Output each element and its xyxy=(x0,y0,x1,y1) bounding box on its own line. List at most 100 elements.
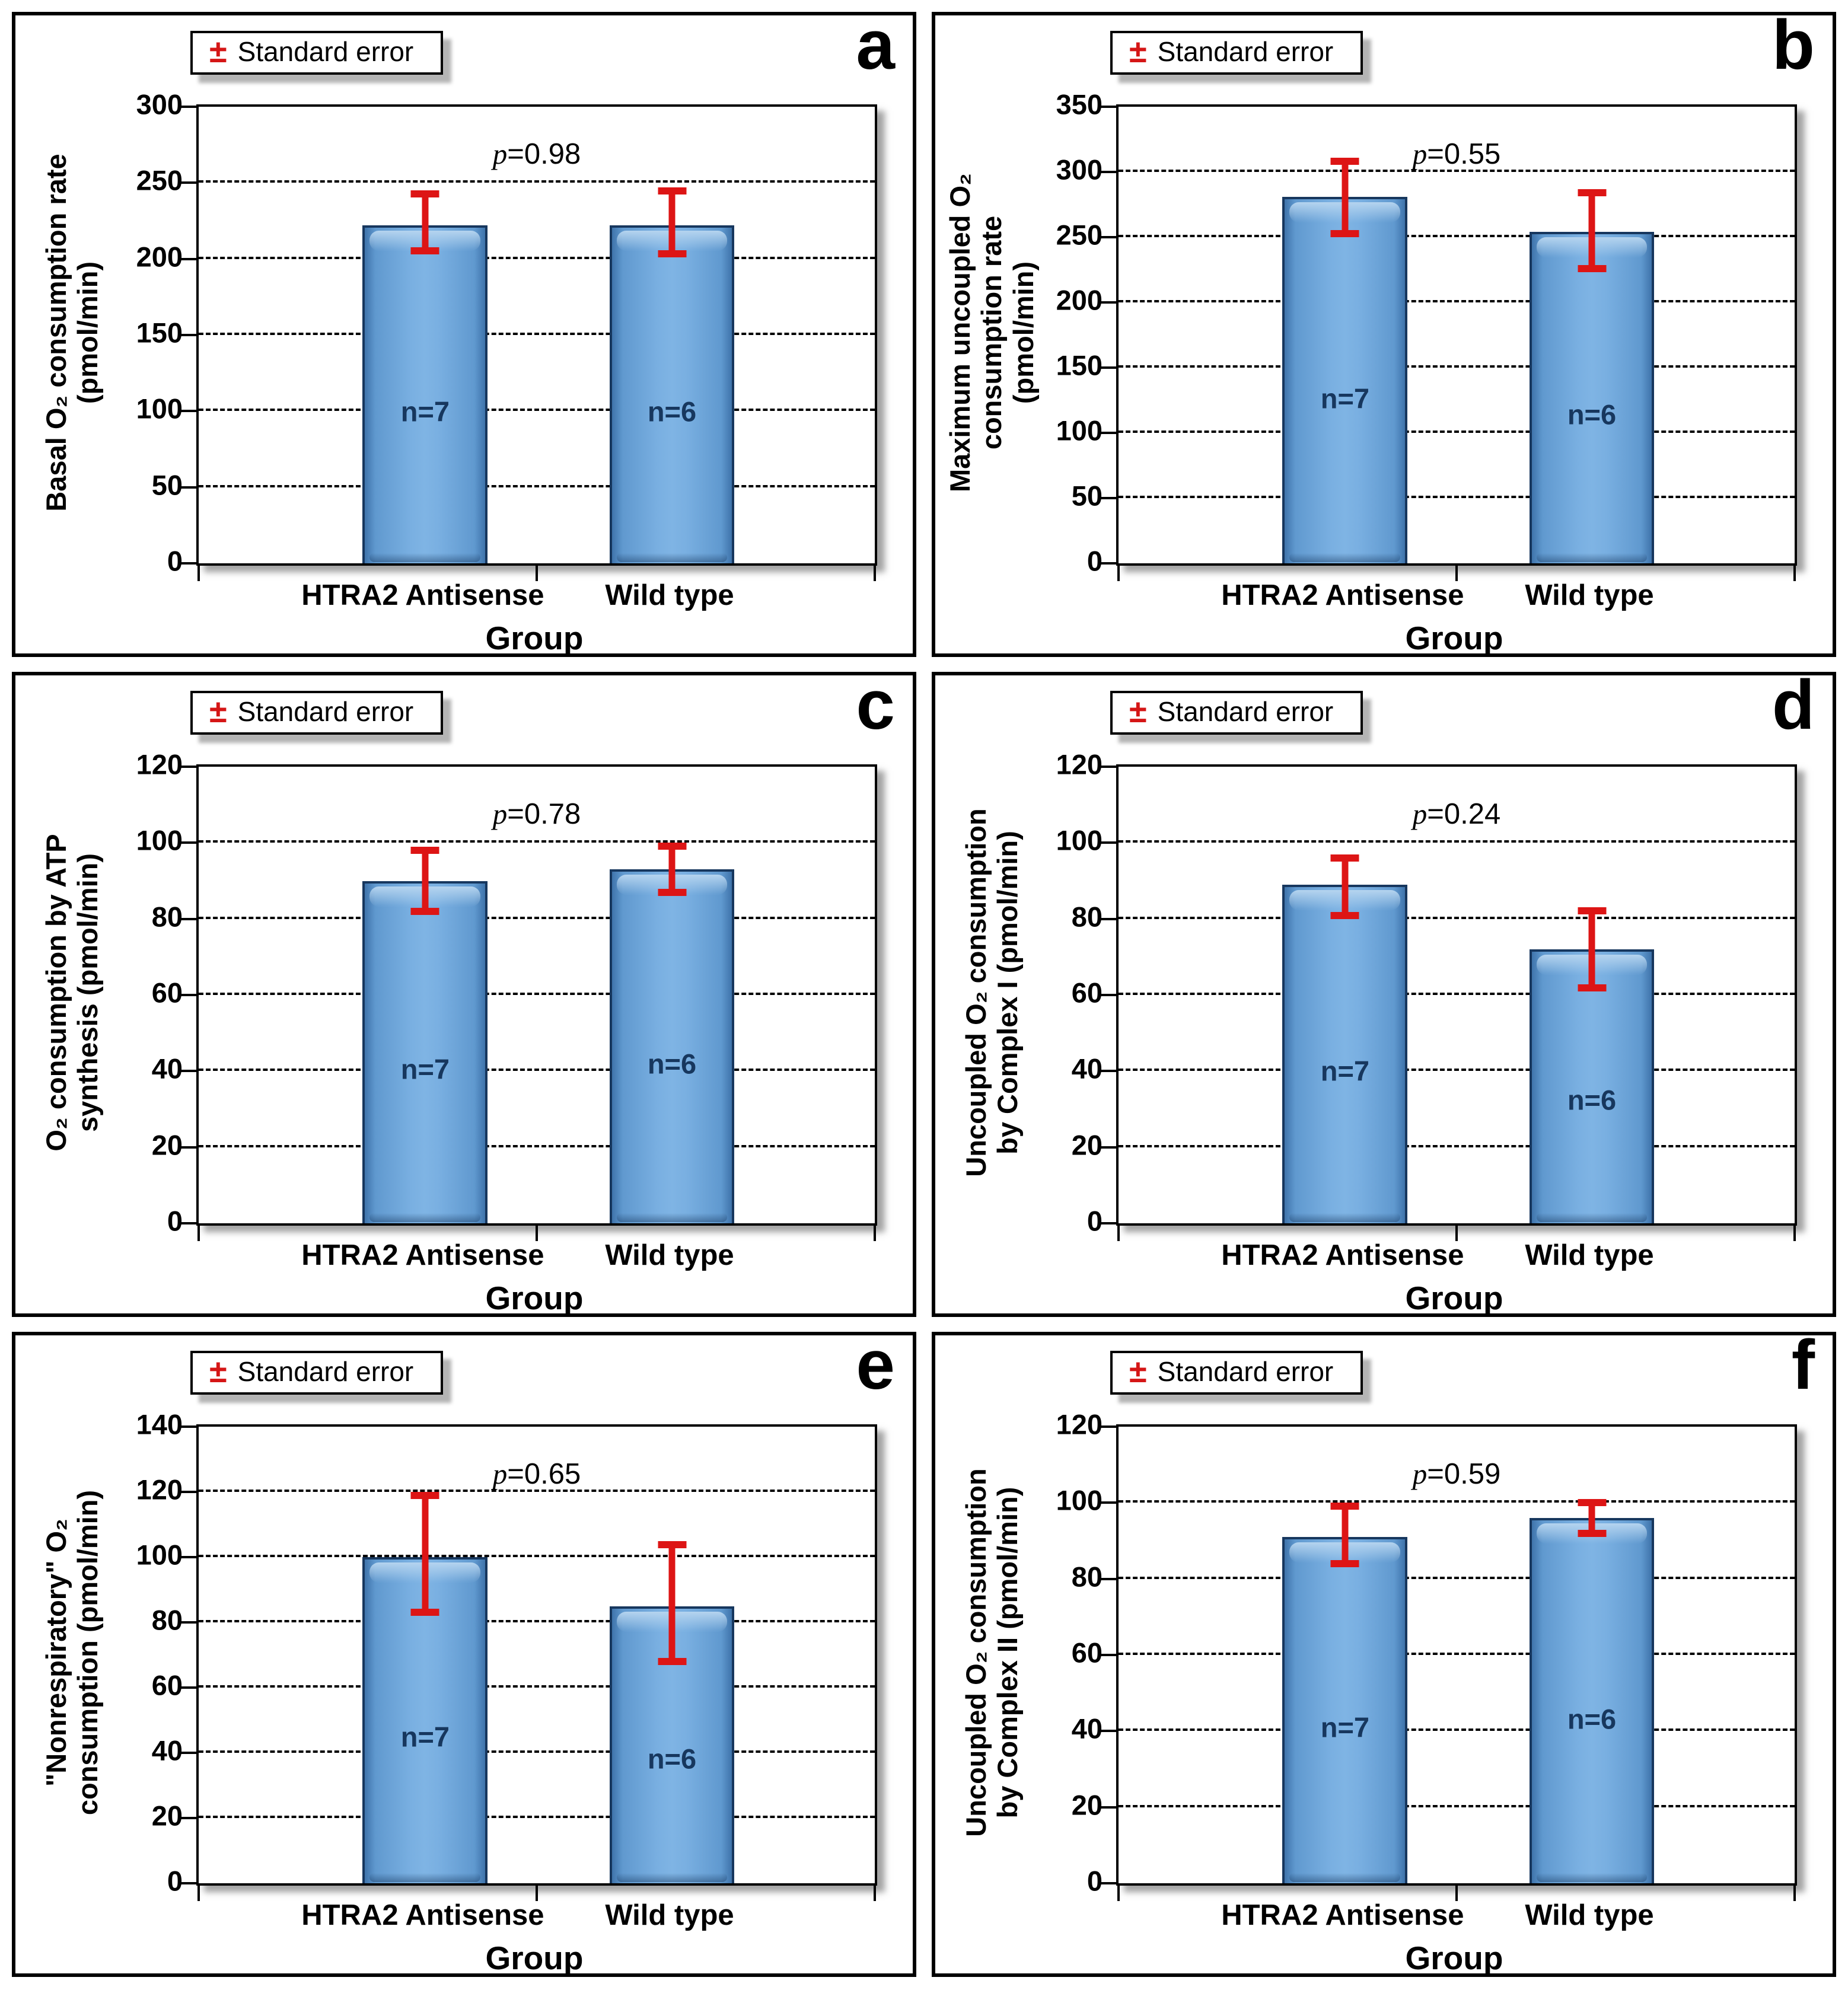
panel-a: ± Standard error a Basal O₂ consumption rat… xyxy=(12,12,916,657)
y-tick-label: 80 xyxy=(151,1604,183,1636)
y-axis-tick-mark xyxy=(1098,917,1116,920)
n-label: n=7 xyxy=(1320,1711,1370,1743)
panel-letter: c xyxy=(856,672,895,744)
plot-area: n=7 n=6 p=0.24 xyxy=(1098,764,1797,1241)
gridline xyxy=(1119,496,1795,498)
y-tick-label: 0 xyxy=(167,1205,183,1237)
y-axis-tick-mark xyxy=(179,257,196,260)
x-axis-title: Group xyxy=(485,620,584,656)
y-tick-label: 40 xyxy=(151,1053,183,1085)
x-axis-title: Group xyxy=(1405,620,1503,656)
y-axis-tick-labels: 0 20 40 60 80 100 120 xyxy=(1030,1411,1103,1895)
p-value-label: p=0.65 xyxy=(492,1457,581,1490)
y-axis-tick-mark xyxy=(1098,1882,1116,1884)
y-tick-label: 80 xyxy=(1071,901,1103,933)
gridline xyxy=(1119,235,1795,237)
error-bar xyxy=(422,1492,429,1616)
y-axis-title-line: synthesis (pmol/min) xyxy=(72,853,103,1133)
legend-label: Standard error xyxy=(1157,696,1334,727)
y-axis-tick-mark xyxy=(179,334,196,336)
y-axis-tick-mark xyxy=(1098,1070,1116,1073)
plus-minus-error-icon: ± xyxy=(1129,694,1147,729)
gridline xyxy=(199,484,875,487)
y-axis-tick-mark xyxy=(1098,1654,1116,1656)
gridline xyxy=(199,256,875,259)
bar-htra2-antisense xyxy=(362,881,488,1223)
bar-htra2-antisense xyxy=(362,225,488,563)
gridline xyxy=(199,993,875,995)
bar-wild-type xyxy=(1529,232,1655,563)
y-tick-label: 40 xyxy=(1071,1053,1103,1085)
y-axis-title-line: (pmol/min) xyxy=(72,261,103,404)
gridline xyxy=(199,1144,875,1147)
y-axis-title: O₂ consumption by ATP synthesis (pmol/min… xyxy=(19,764,125,1221)
error-bar xyxy=(1342,157,1349,237)
gridline xyxy=(1119,430,1795,433)
panel-b: ± Standard error b Maximum uncoupled O₂ cons… xyxy=(932,12,1836,657)
panel-letter: d xyxy=(1771,672,1815,744)
y-tick-label: 50 xyxy=(151,469,183,501)
y-tick-label: 100 xyxy=(136,824,183,856)
y-tick-label: 150 xyxy=(136,317,183,349)
n-label: n=7 xyxy=(1320,382,1370,414)
y-tick-label: 0 xyxy=(167,1865,183,1897)
y-axis-tick-mark xyxy=(1098,1425,1116,1428)
n-label: n=6 xyxy=(647,1048,697,1080)
y-tick-label: 80 xyxy=(1071,1561,1103,1593)
y-axis-tick-mark xyxy=(179,994,196,996)
x-category-labels: HTRA2 Antisense Wild type xyxy=(1116,1899,1792,1935)
legend-label: Standard error xyxy=(1157,1356,1334,1387)
y-axis-tick-mark xyxy=(179,562,196,565)
error-bar xyxy=(422,190,429,254)
y-axis-title-line: Maximum uncoupled O₂ xyxy=(944,173,976,492)
y-tick-label: 250 xyxy=(136,164,183,196)
x-axis-tick-mark xyxy=(1117,566,1120,581)
x-axis-tick-mark xyxy=(536,1226,538,1241)
y-tick-label: 200 xyxy=(136,241,183,273)
y-tick-label: 120 xyxy=(136,1474,183,1506)
gridline xyxy=(199,409,875,412)
category-label: HTRA2 Antisense xyxy=(1221,579,1464,611)
y-axis-tick-mark xyxy=(179,766,196,768)
y-axis-tick-mark xyxy=(1098,301,1116,304)
x-axis-tick-mark xyxy=(874,566,876,581)
gridline xyxy=(199,1069,875,1071)
standard-error-legend: ± Standard error xyxy=(1110,691,1363,735)
y-tick-label: 100 xyxy=(136,393,183,425)
bar-htra2-antisense xyxy=(1282,884,1408,1223)
panel-e: ± Standard error e "Nonrespiratory" O₂ consu… xyxy=(12,1332,916,1977)
y-tick-label: 0 xyxy=(1087,1205,1103,1237)
y-axis-tick-mark xyxy=(1098,106,1116,108)
plus-minus-error-icon: ± xyxy=(1129,1354,1147,1389)
gridline xyxy=(199,1555,875,1557)
error-bar xyxy=(1588,907,1595,991)
y-axis-tick-mark xyxy=(179,1686,196,1689)
y-axis-title-line: by Complex II (pmol/min) xyxy=(992,1487,1023,1819)
y-tick-label: 100 xyxy=(1056,1484,1103,1516)
x-category-labels: HTRA2 Antisense Wild type xyxy=(196,1239,872,1275)
y-tick-label: 60 xyxy=(1071,977,1103,1009)
x-axis-tick-mark xyxy=(197,1226,200,1241)
n-label: n=7 xyxy=(1320,1055,1370,1087)
y-tick-label: 60 xyxy=(151,977,183,1009)
gridline xyxy=(199,1685,875,1688)
p-value-label: p=0.59 xyxy=(1412,1457,1501,1490)
y-axis-title-line: by Complex I (pmol/min) xyxy=(992,831,1023,1155)
y-axis-tick-mark xyxy=(1098,1146,1116,1149)
y-axis-tick-mark xyxy=(1098,366,1116,369)
gridline xyxy=(199,1620,875,1622)
gridline xyxy=(199,1490,875,1492)
y-axis-tick-mark xyxy=(179,106,196,108)
x-axis-title: Group xyxy=(1405,1940,1503,1976)
y-axis-title-line: consumption rate xyxy=(976,215,1008,450)
x-axis-tick-mark xyxy=(1793,1886,1796,1901)
y-axis-tick-mark xyxy=(1098,171,1116,173)
category-label: Wild type xyxy=(605,1239,734,1271)
category-label: Wild type xyxy=(1525,579,1654,611)
y-axis-tick-mark xyxy=(179,1621,196,1624)
y-axis-tick-mark xyxy=(179,1882,196,1884)
y-axis-tick-mark xyxy=(179,1556,196,1558)
plot-area: n=7 n=6 p=0.65 xyxy=(179,1424,877,1901)
plot-area: n=7 n=6 p=0.55 xyxy=(1098,104,1797,581)
y-axis-tick-mark xyxy=(1098,1501,1116,1504)
